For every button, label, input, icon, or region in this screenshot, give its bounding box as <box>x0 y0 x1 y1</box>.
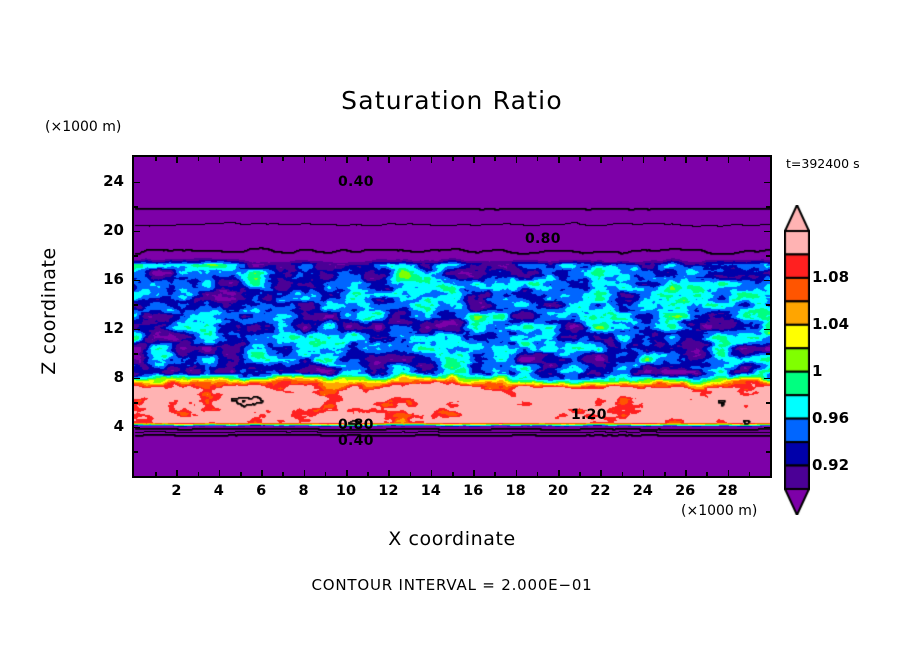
colorbar-label: 1.04 <box>812 314 850 333</box>
y-tick-label: 24 <box>103 171 124 190</box>
saturation-ratio-field <box>134 157 770 476</box>
x-axis-unit-label: (×1000 m) <box>681 503 758 519</box>
y-tick-label: 8 <box>113 367 124 386</box>
x-tick-label: 12 <box>378 483 399 499</box>
colorbar-swatches <box>784 205 810 515</box>
contour-interval-note: CONTOUR INTERVAL = 2.000E−01 <box>311 576 593 594</box>
time-stamp-label: t=392400 s <box>786 156 860 171</box>
x-tick-label: 24 <box>632 483 653 499</box>
y-axis-tick-labels: 4 8 12 16 20 24 <box>78 155 124 478</box>
x-tick-label: 20 <box>547 483 569 499</box>
colorbar-label: 0.92 <box>812 455 850 474</box>
x-tick-label: 18 <box>505 483 526 499</box>
y-tick-label: 12 <box>103 318 124 337</box>
page-title: Saturation Ratio <box>341 86 563 115</box>
x-tick-label: 26 <box>675 483 696 499</box>
x-tick-label: 8 <box>298 483 309 499</box>
x-tick-label: 16 <box>463 483 484 499</box>
y-axis-title: Z coordinate <box>38 247 60 375</box>
y-tick-label: 16 <box>103 269 124 288</box>
colorbar-label: 0.96 <box>812 408 850 427</box>
contour-plot-area <box>132 155 772 478</box>
y-axis-unit-label: (×1000 m) <box>45 119 122 135</box>
y-tick-label: 20 <box>103 220 124 239</box>
x-axis-tick-labels: 2 4 6 8 10 12 14 16 18 20 22 24 26 28 <box>132 481 772 505</box>
x-tick-label: 2 <box>171 483 182 499</box>
x-tick-label: 22 <box>590 483 611 499</box>
colorbar-label: 1 <box>812 361 823 380</box>
colorbar-label: 1.08 <box>812 267 850 286</box>
x-tick-label: 6 <box>256 483 267 499</box>
x-tick-label: 14 <box>420 483 441 499</box>
x-axis-title: X coordinate <box>388 528 516 550</box>
x-tick-label: 4 <box>213 483 224 499</box>
y-tick-label: 4 <box>113 416 124 435</box>
x-tick-label: 28 <box>717 483 738 499</box>
x-tick-label: 10 <box>335 483 357 499</box>
colorbar-tick-labels: 1.08 1.04 1 0.96 0.92 <box>812 205 882 515</box>
colorbar <box>784 205 810 515</box>
